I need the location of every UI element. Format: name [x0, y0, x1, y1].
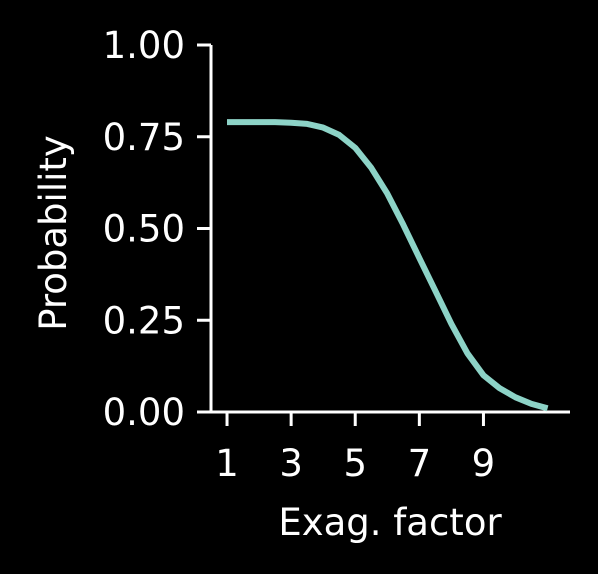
x-tick-label: 3 — [279, 442, 303, 485]
y-tick-label: 0.75 — [103, 116, 185, 159]
y-tick-label: 1.00 — [103, 24, 185, 67]
x-tick-label: 5 — [343, 442, 367, 485]
x-tick-label: 9 — [472, 442, 496, 485]
plot-area — [227, 119, 549, 412]
ticks: 0.00 0.25 0.50 0.75 1.00 1 3 5 7 9 — [103, 24, 496, 485]
y-tick-label: 0.50 — [103, 208, 185, 251]
series-line — [227, 119, 549, 412]
y-tick-label: 0.25 — [103, 299, 185, 342]
y-tick-label: 0.00 — [103, 391, 185, 434]
x-axis-label: Exag. factor — [278, 501, 502, 544]
x-tick-label: 1 — [215, 442, 239, 485]
x-tick-label: 7 — [408, 442, 432, 485]
y-axis-label: Probability — [32, 135, 75, 331]
